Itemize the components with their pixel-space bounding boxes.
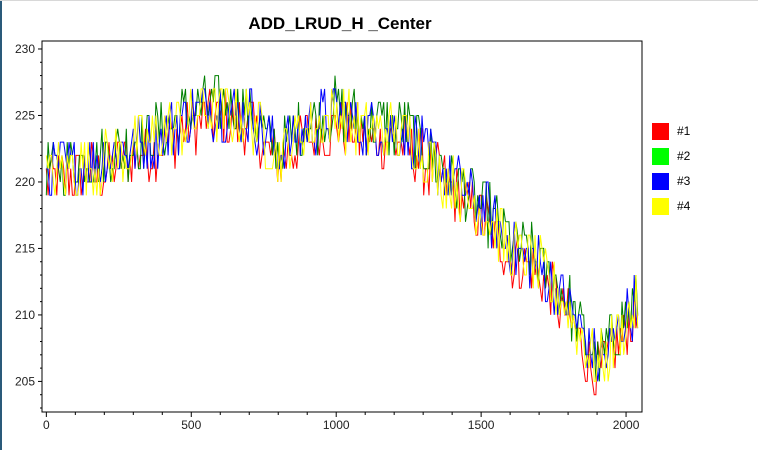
x-tick-label: 2000 — [613, 418, 640, 432]
legend-label-2: #2 — [677, 149, 691, 163]
legend-swatch-1 — [652, 123, 669, 140]
chart-title: ADD_LRUD_H _Center — [248, 14, 432, 33]
y-tick-label: 225 — [15, 108, 35, 122]
legend-swatch-2 — [652, 148, 669, 165]
legend-label-4: #4 — [677, 199, 691, 213]
window-edge — [0, 0, 2, 450]
y-tick-label: 205 — [15, 374, 35, 388]
legend-label-1: #1 — [677, 124, 691, 138]
legend: #1 #2 #3 #4 — [652, 123, 691, 215]
x-tick-label: 500 — [181, 418, 201, 432]
y-tick-label: 215 — [15, 241, 35, 255]
x-tick-label: 0 — [43, 418, 50, 432]
legend-swatch-3 — [652, 173, 669, 190]
x-tick-label: 1000 — [323, 418, 350, 432]
y-tick-label: 220 — [15, 175, 35, 189]
plot-area: 205 210 215 220 225 230 0 500 1000 1500 2000 — [15, 40, 643, 432]
y-tick-label: 230 — [15, 42, 35, 56]
y-tick-label: 210 — [15, 308, 35, 322]
window-top-edge — [0, 0, 758, 1]
x-tick-label: 1500 — [468, 418, 495, 432]
legend-swatch-4 — [652, 198, 669, 215]
series-line-4 — [45, 88, 639, 382]
legend-label-3: #3 — [677, 174, 691, 188]
